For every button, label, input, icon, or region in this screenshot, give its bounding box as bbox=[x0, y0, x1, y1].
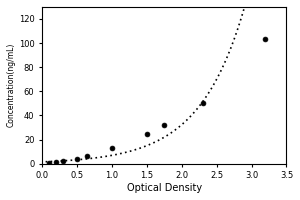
Y-axis label: Concentration(ng/mL): Concentration(ng/mL) bbox=[7, 43, 16, 127]
X-axis label: Optical Density: Optical Density bbox=[127, 183, 202, 193]
